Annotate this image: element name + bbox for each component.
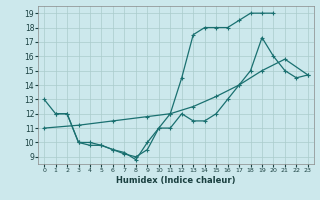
X-axis label: Humidex (Indice chaleur): Humidex (Indice chaleur) [116, 176, 236, 185]
